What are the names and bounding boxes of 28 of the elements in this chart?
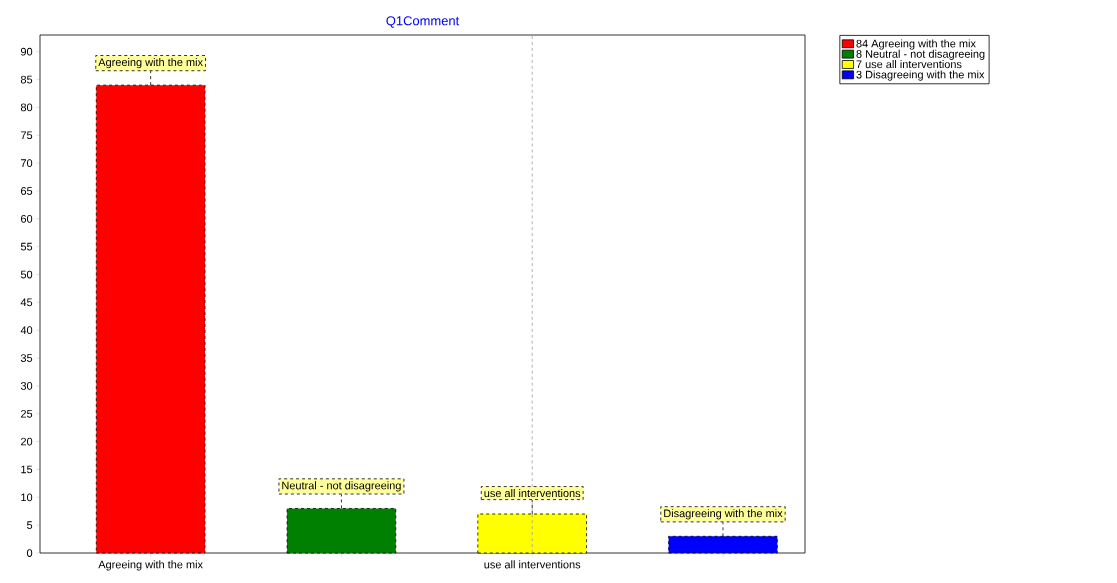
y-tick-label: 90 (20, 47, 33, 56)
annotation: Agreeing with the mix (98, 58, 203, 69)
annotation: use all interventions (484, 489, 581, 498)
y-tick-label: 40 (20, 326, 33, 335)
chart-title: Q1Comment (386, 16, 460, 28)
y-tick-label: 60 (21, 214, 33, 223)
annotation: Neutral - not disagreeing (282, 481, 401, 492)
y-tick-label: 70 (21, 159, 33, 167)
y-tick-label: 25 (21, 409, 33, 418)
y-tick-label: 0 (26, 549, 33, 557)
y-tick-label: 45 (20, 298, 33, 307)
y-tick-label: 80 (20, 103, 33, 112)
legend-label: 8 Neutral - not disagreeing (856, 49, 985, 60)
y-tick-label: 20 (21, 437, 33, 446)
y-tick-label: 5 (26, 521, 33, 529)
y-tick-label: 15 (21, 465, 33, 474)
legend-label: 3 Disagreeing with the mix (856, 70, 985, 81)
y-tick-label: 65 (21, 187, 33, 195)
y-tick-label: 75 (21, 131, 33, 140)
y-tick-label: 55 (20, 242, 33, 251)
y-tick-label: 85 (20, 75, 33, 84)
y-tick-label: 30 (20, 382, 33, 390)
legend-label: 84 Agreeing with the mix (856, 39, 976, 50)
y-tick-label: 35 (20, 354, 33, 362)
annotation: Disagreeing with the mix (664, 509, 783, 520)
y-tick-label: 50 (20, 270, 33, 279)
y-tick-label: 10 (21, 493, 33, 502)
legend-label: 7 use all interventions (856, 60, 962, 69)
